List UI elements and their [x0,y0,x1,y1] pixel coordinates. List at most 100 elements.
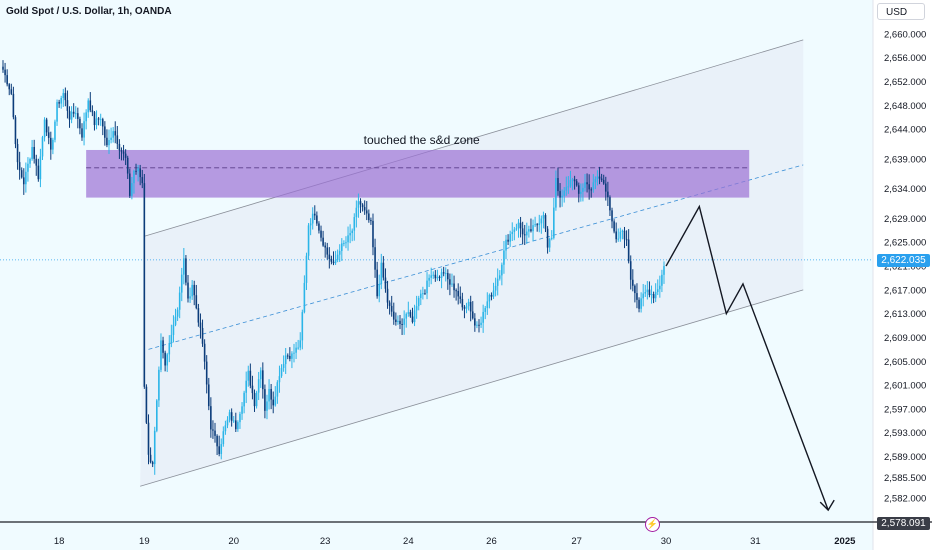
current-price-tag: 2,622.035 [877,254,930,267]
y-tick-label: 2,648.000 [884,101,926,112]
y-tick-label: 2,582.000 [884,494,926,505]
candle-body [661,274,663,286]
candle-body [548,238,551,248]
candle-body [380,262,383,284]
candle-body [586,182,588,185]
candle-body [378,283,381,297]
candle-body [503,250,505,265]
candle-body [528,229,530,232]
candle-body [230,412,233,421]
candle-body [544,215,547,229]
candle-body [519,222,522,229]
x-tick-label: 23 [320,536,331,547]
candle-body [372,220,374,248]
candle-body [465,306,468,309]
candle-body [232,420,235,422]
candle-body [428,277,430,281]
candle-body [313,213,316,216]
candle-body [347,235,349,243]
candle-body [124,153,127,158]
candle-body [141,177,144,184]
y-tick-label: 2,593.000 [884,428,926,439]
candle-body [399,320,401,324]
candle-body [112,131,114,138]
candle-body [153,430,156,465]
candle-body [511,231,514,235]
y-tick-label: 2,652.000 [884,77,926,88]
candle-body [607,191,609,198]
candle-body [174,316,177,325]
candle-body [640,298,642,309]
candle-body [289,355,291,359]
candle-body [185,258,187,283]
candle-body [505,239,507,251]
candle-body [207,384,210,407]
candle-body [584,182,586,188]
candle-body [615,231,617,240]
candle-body [384,277,387,289]
candle-body [636,293,638,300]
candle-body [638,299,640,309]
candle-body [461,298,464,308]
candle-body [526,231,528,236]
candle-body [451,283,453,285]
candle-body [222,431,225,445]
candle-body [654,291,657,299]
candle-body [77,113,79,119]
candle-body [189,296,191,299]
candle-body [444,273,447,275]
candle-body [343,243,345,245]
candle-body [419,293,422,298]
candle-body [151,462,154,465]
candle-body [135,170,137,172]
candle-body [523,234,526,236]
candle-body [116,135,119,144]
candle-body [577,185,580,194]
candle-body [106,137,108,146]
candle-body [33,147,35,159]
candle-body [91,110,94,113]
candle-body [274,396,277,406]
candle-body [449,279,451,285]
candle-body [266,401,268,411]
candle-body [623,230,626,240]
candle-body [324,245,326,248]
candle-body [417,297,420,307]
y-tick-label: 2,589.000 [884,452,926,463]
candle-body [351,230,353,234]
candle-body [567,186,570,188]
candle-body [297,347,299,349]
candle-body [486,301,489,309]
candle-body [158,369,160,401]
candle-body [251,385,254,394]
candle-body [480,322,482,325]
candle-body [532,225,534,232]
candle-body [272,399,275,406]
candle-body [8,84,11,90]
candle-body [426,280,428,294]
candle-body [328,254,331,259]
y-tick-label: 2,656.000 [884,53,926,64]
candle-body [345,242,347,244]
candle-body [447,273,449,280]
candle-body [95,118,98,126]
candle-body [563,190,566,196]
candle-body [68,110,71,120]
candle-body [509,234,511,242]
candle-body [249,370,252,386]
candle-body [604,183,607,192]
candle-body [569,180,572,187]
candle-body [392,311,395,320]
candle-body [440,272,443,278]
currency-selector[interactable]: USD [877,3,925,20]
candle-body [575,181,578,186]
candle-body [459,296,462,299]
candle-body [625,239,628,241]
candle-body [239,413,241,423]
candle-body [467,301,470,307]
lightning-bolt-icon[interactable]: ⚡ [645,517,660,532]
candle-body [405,313,408,319]
candle-body [309,223,312,226]
